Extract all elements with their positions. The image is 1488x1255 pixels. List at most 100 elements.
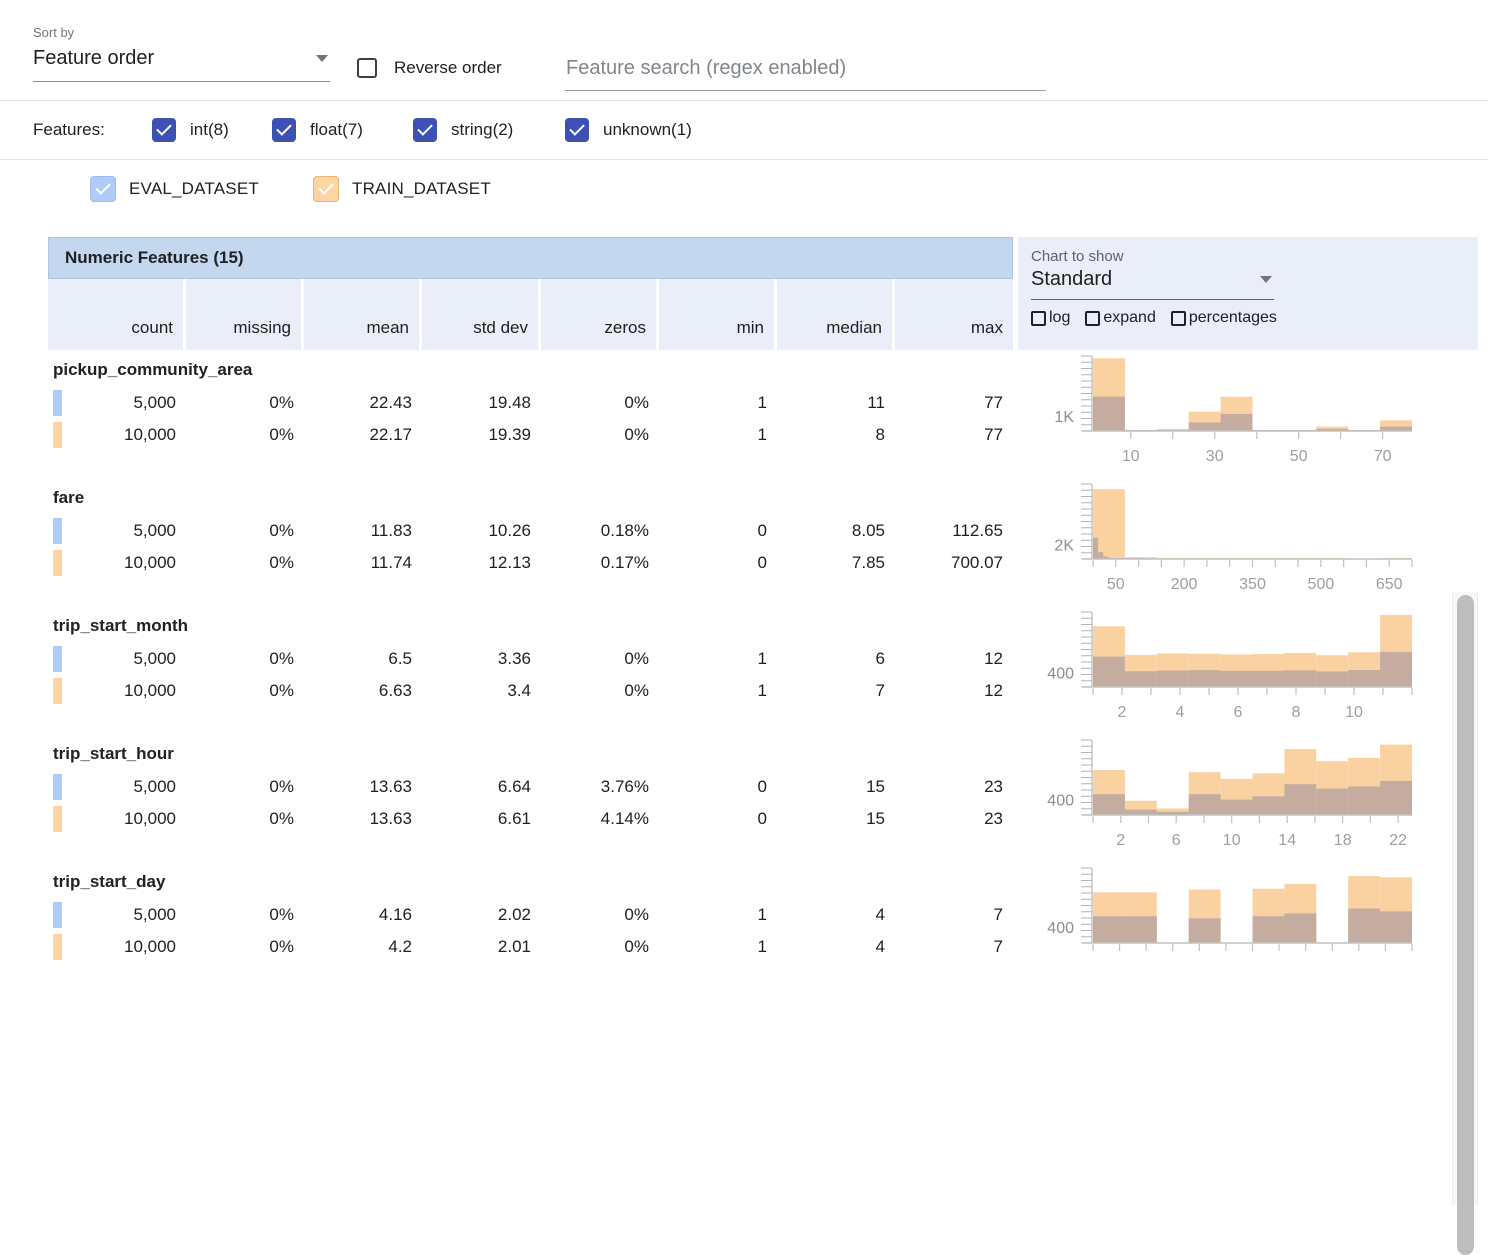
checkbox-checked-icon[interactable]: [313, 176, 339, 202]
dataset-name: TRAIN_DATASET: [352, 179, 491, 198]
chart-option-expand[interactable]: expand: [1085, 309, 1156, 327]
checkbox-unchecked-icon[interactable]: [1170, 310, 1186, 326]
checkbox-checked-icon[interactable]: [272, 118, 296, 142]
chart-to-show-label: Chart to show: [1031, 248, 1124, 265]
feature-type-filter-float[interactable]: float(7): [272, 118, 363, 142]
checkbox-checked-icon[interactable]: [413, 118, 437, 142]
feature-block-pickup_community_area: pickup_community_area 5,000 0% 22.43 19.48 0%…: [48, 350, 1013, 478]
stat-min: 1: [757, 425, 767, 444]
reverse-order-checkbox[interactable]: [357, 58, 377, 78]
stat-max: 700.07: [951, 553, 1003, 572]
x-tick-label: 650: [1376, 576, 1403, 593]
checkbox-checked-icon[interactable]: [90, 176, 116, 202]
stat-median: 6: [875, 649, 885, 668]
checkbox-checked-icon[interactable]: [565, 118, 589, 142]
column-header-count: count: [48, 279, 186, 350]
x-tick-label: 10: [1122, 448, 1140, 465]
dataset-color-chip: [53, 550, 62, 576]
sort-by-select[interactable]: Sort by Feature order: [33, 25, 330, 82]
column-header-median: median: [777, 279, 895, 350]
dataset-color-chip: [53, 806, 62, 832]
x-tick-label: 50: [1290, 448, 1308, 465]
feature-type-filter-unknown[interactable]: unknown(1): [565, 118, 692, 142]
dataset-color-chip: [53, 518, 62, 544]
column-header-mean: mean: [304, 279, 422, 350]
stat-std-dev: 10.26: [488, 521, 531, 540]
stat-zeros: 0%: [624, 649, 649, 668]
sort-by-dropdown[interactable]: Feature order: [33, 40, 330, 82]
stat-missing: 0%: [269, 649, 294, 668]
stat-count: 10,000: [124, 425, 176, 444]
feature-charts: 10 30 50 70 1K 50 200 350 500 650 2K 2 4 6 8 10 400 2 6 10 1…: [1020, 350, 1460, 990]
stat-min: 1: [757, 937, 767, 956]
column-header-zeros: zeros: [541, 279, 659, 350]
stat-missing: 0%: [269, 521, 294, 540]
checkbox-unchecked-icon[interactable]: [1031, 310, 1046, 326]
stat-zeros: 0.17%: [600, 553, 649, 572]
dataset-color-chip: [53, 390, 62, 416]
dataset-color-chip: [53, 934, 62, 960]
histogram-trip_start_month: 2 4 6 8 10 400: [1020, 606, 1460, 734]
checkbox-checked-icon[interactable]: [152, 118, 176, 142]
column-header-min: min: [659, 279, 777, 350]
x-tick-label: 22: [1389, 832, 1407, 849]
stats-row-train: 10,000 0% 11.74 12.13 0.17% 0 7.85 700.07: [48, 547, 1013, 579]
chevron-down-icon: [1260, 276, 1272, 283]
numeric-features-header: Numeric Features (15): [48, 237, 1013, 279]
dataset-toggle-eval_dataset[interactable]: EVAL_DATASET: [90, 176, 259, 202]
dataset-toggle-train_dataset[interactable]: TRAIN_DATASET: [313, 176, 491, 202]
histogram-trip_start_day: 400: [1020, 862, 1460, 990]
stat-zeros: 0%: [624, 905, 649, 924]
feature-type-filter-string[interactable]: string(2): [413, 118, 513, 142]
stat-max: 77: [984, 425, 1003, 444]
chart-option-checkboxes: log expand percentages: [1031, 309, 1478, 327]
chart-option-label: expand: [1103, 309, 1156, 326]
charts-scrollbar-thumb[interactable]: [1457, 595, 1474, 1255]
stat-count: 5,000: [133, 649, 176, 668]
stat-median: 8: [875, 425, 885, 444]
x-tick-label: 8: [1292, 704, 1301, 721]
histogram-fare: 50 200 350 500 650 2K: [1020, 478, 1460, 606]
stat-missing: 0%: [269, 777, 294, 796]
search-input[interactable]: [565, 57, 1046, 90]
histogram-trip_start_hour: 2 6 10 14 18 22 400: [1020, 734, 1460, 862]
x-tick-label: 500: [1308, 576, 1335, 593]
x-tick-label: 10: [1345, 704, 1363, 721]
stat-count: 5,000: [133, 777, 176, 796]
dataset-color-chip: [53, 902, 62, 928]
chart-option-percentages[interactable]: percentages: [1170, 309, 1277, 327]
stats-row-train: 10,000 0% 6.63 3.4 0% 1 7 12: [48, 675, 1013, 707]
charts-scrollbar-track[interactable]: [1452, 592, 1478, 1255]
chart-option-label: percentages: [1188, 309, 1277, 326]
histogram-canvas: 10 30 50 70 1K: [1054, 355, 1412, 465]
overview-table: Numeric Features (15) count missing mean st…: [0, 237, 1488, 1255]
stats-row-train: 10,000 0% 22.17 19.39 0% 1 8 77: [48, 419, 1013, 451]
stat-median: 7: [875, 681, 885, 700]
x-tick-label: 4: [1176, 704, 1185, 721]
stat-min: 0: [757, 521, 767, 540]
stat-missing: 0%: [269, 905, 294, 924]
y-axis-label: 1K: [1054, 409, 1074, 426]
feature-search[interactable]: [565, 57, 1046, 91]
y-axis-label: 2K: [1054, 538, 1074, 555]
stat-zeros: 0%: [624, 937, 649, 956]
stats-row-eval: 5,000 0% 6.5 3.36 0% 1 6 12: [48, 643, 1013, 675]
stat-max: 112.65: [952, 521, 1003, 540]
x-tick-label: 14: [1278, 832, 1296, 849]
stats-row-eval: 5,000 0% 4.16 2.02 0% 1 4 7: [48, 899, 1013, 931]
chart-type-dropdown[interactable]: Standard: [1031, 265, 1274, 300]
x-tick-label: 30: [1206, 448, 1224, 465]
feature-type-label: int(8): [190, 120, 229, 139]
stat-mean: 4.16: [378, 905, 412, 924]
feature-type-filter-int[interactable]: int(8): [152, 118, 229, 142]
feature-type-label: unknown(1): [603, 120, 692, 139]
checkbox-unchecked-icon[interactable]: [1085, 310, 1101, 326]
reverse-order-control[interactable]: Reverse order: [357, 58, 502, 78]
stat-max: 23: [984, 777, 1003, 796]
stat-max: 23: [984, 809, 1003, 828]
stats-row-eval: 5,000 0% 22.43 19.48 0% 1 11 77: [48, 387, 1013, 419]
stats-column-headers: count missing mean std dev zeros min median max: [48, 279, 1013, 350]
chart-option-log[interactable]: log: [1031, 309, 1070, 327]
stat-std-dev: 19.48: [488, 393, 531, 412]
histogram-canvas: 50 200 350 500 650 2K: [1054, 483, 1413, 593]
